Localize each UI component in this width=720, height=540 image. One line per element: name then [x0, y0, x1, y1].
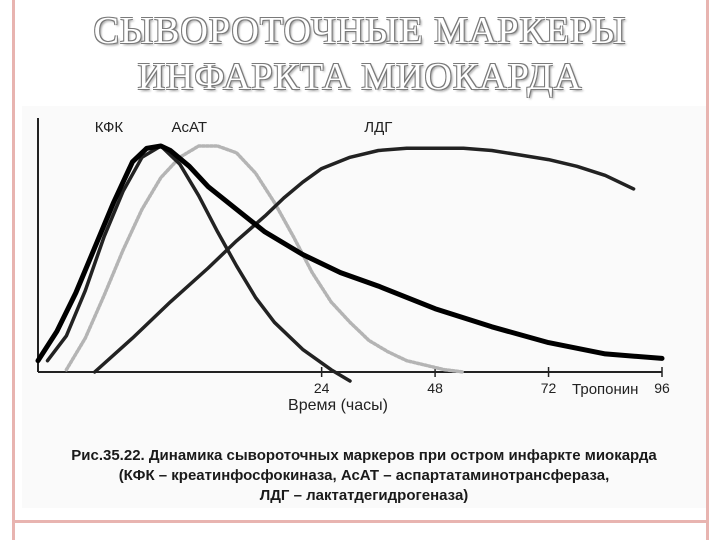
series-label-troponin: Тропонин [572, 381, 638, 398]
series-label-ldg: ЛДГ [364, 119, 392, 136]
slide-title-line-1: СЫВОРОТОЧНЫЕ МАРКЕРЫ [93, 10, 627, 52]
caption-line-2: (КФК – креатинфосфокиназа, АсАТ – аспарт… [118, 467, 610, 484]
slide-title-line-2: ИНФАРКТА МИОКАРДА [137, 56, 583, 98]
slide-frame-bottom [12, 520, 709, 523]
caption-line-3: ЛДГ – лактатдегидрогеназа) [259, 487, 469, 504]
chart-panel: 24 48 72 96 КФК АсАТ ЛДГ Тропонин Время (часы) [22, 106, 706, 508]
series-label-kfk: КФК [95, 119, 124, 136]
figure-caption: Рис.35.22. Динамика сывороточных маркеро… [22, 446, 706, 506]
line-chart: 24 48 72 96 КФК АсАТ ЛДГ Тропонин Время (часы) [35, 118, 670, 414]
series-line-asat [64, 144, 466, 374]
x-tick-label: 96 [654, 380, 670, 396]
x-axis-label: Время (часы) [288, 397, 388, 414]
caption-line-1: Рис.35.22. Динамика сывороточных маркеро… [71, 447, 657, 464]
x-tick-label: 24 [314, 380, 330, 396]
slide-frame-right [706, 0, 709, 540]
x-tick-label: 72 [541, 380, 557, 396]
slide-title: СЫВОРОТОЧНЫЕ МАРКЕРЫ ИНФАРКТА МИОКАРДА [0, 8, 720, 100]
series-line-troponin [35, 143, 665, 364]
series-label-asat: АсАТ [172, 119, 208, 136]
x-tick-label: 48 [427, 380, 443, 396]
slide-frame-left [12, 0, 15, 540]
series-line-kfk [45, 144, 352, 383]
series-line-ldg [92, 146, 636, 374]
